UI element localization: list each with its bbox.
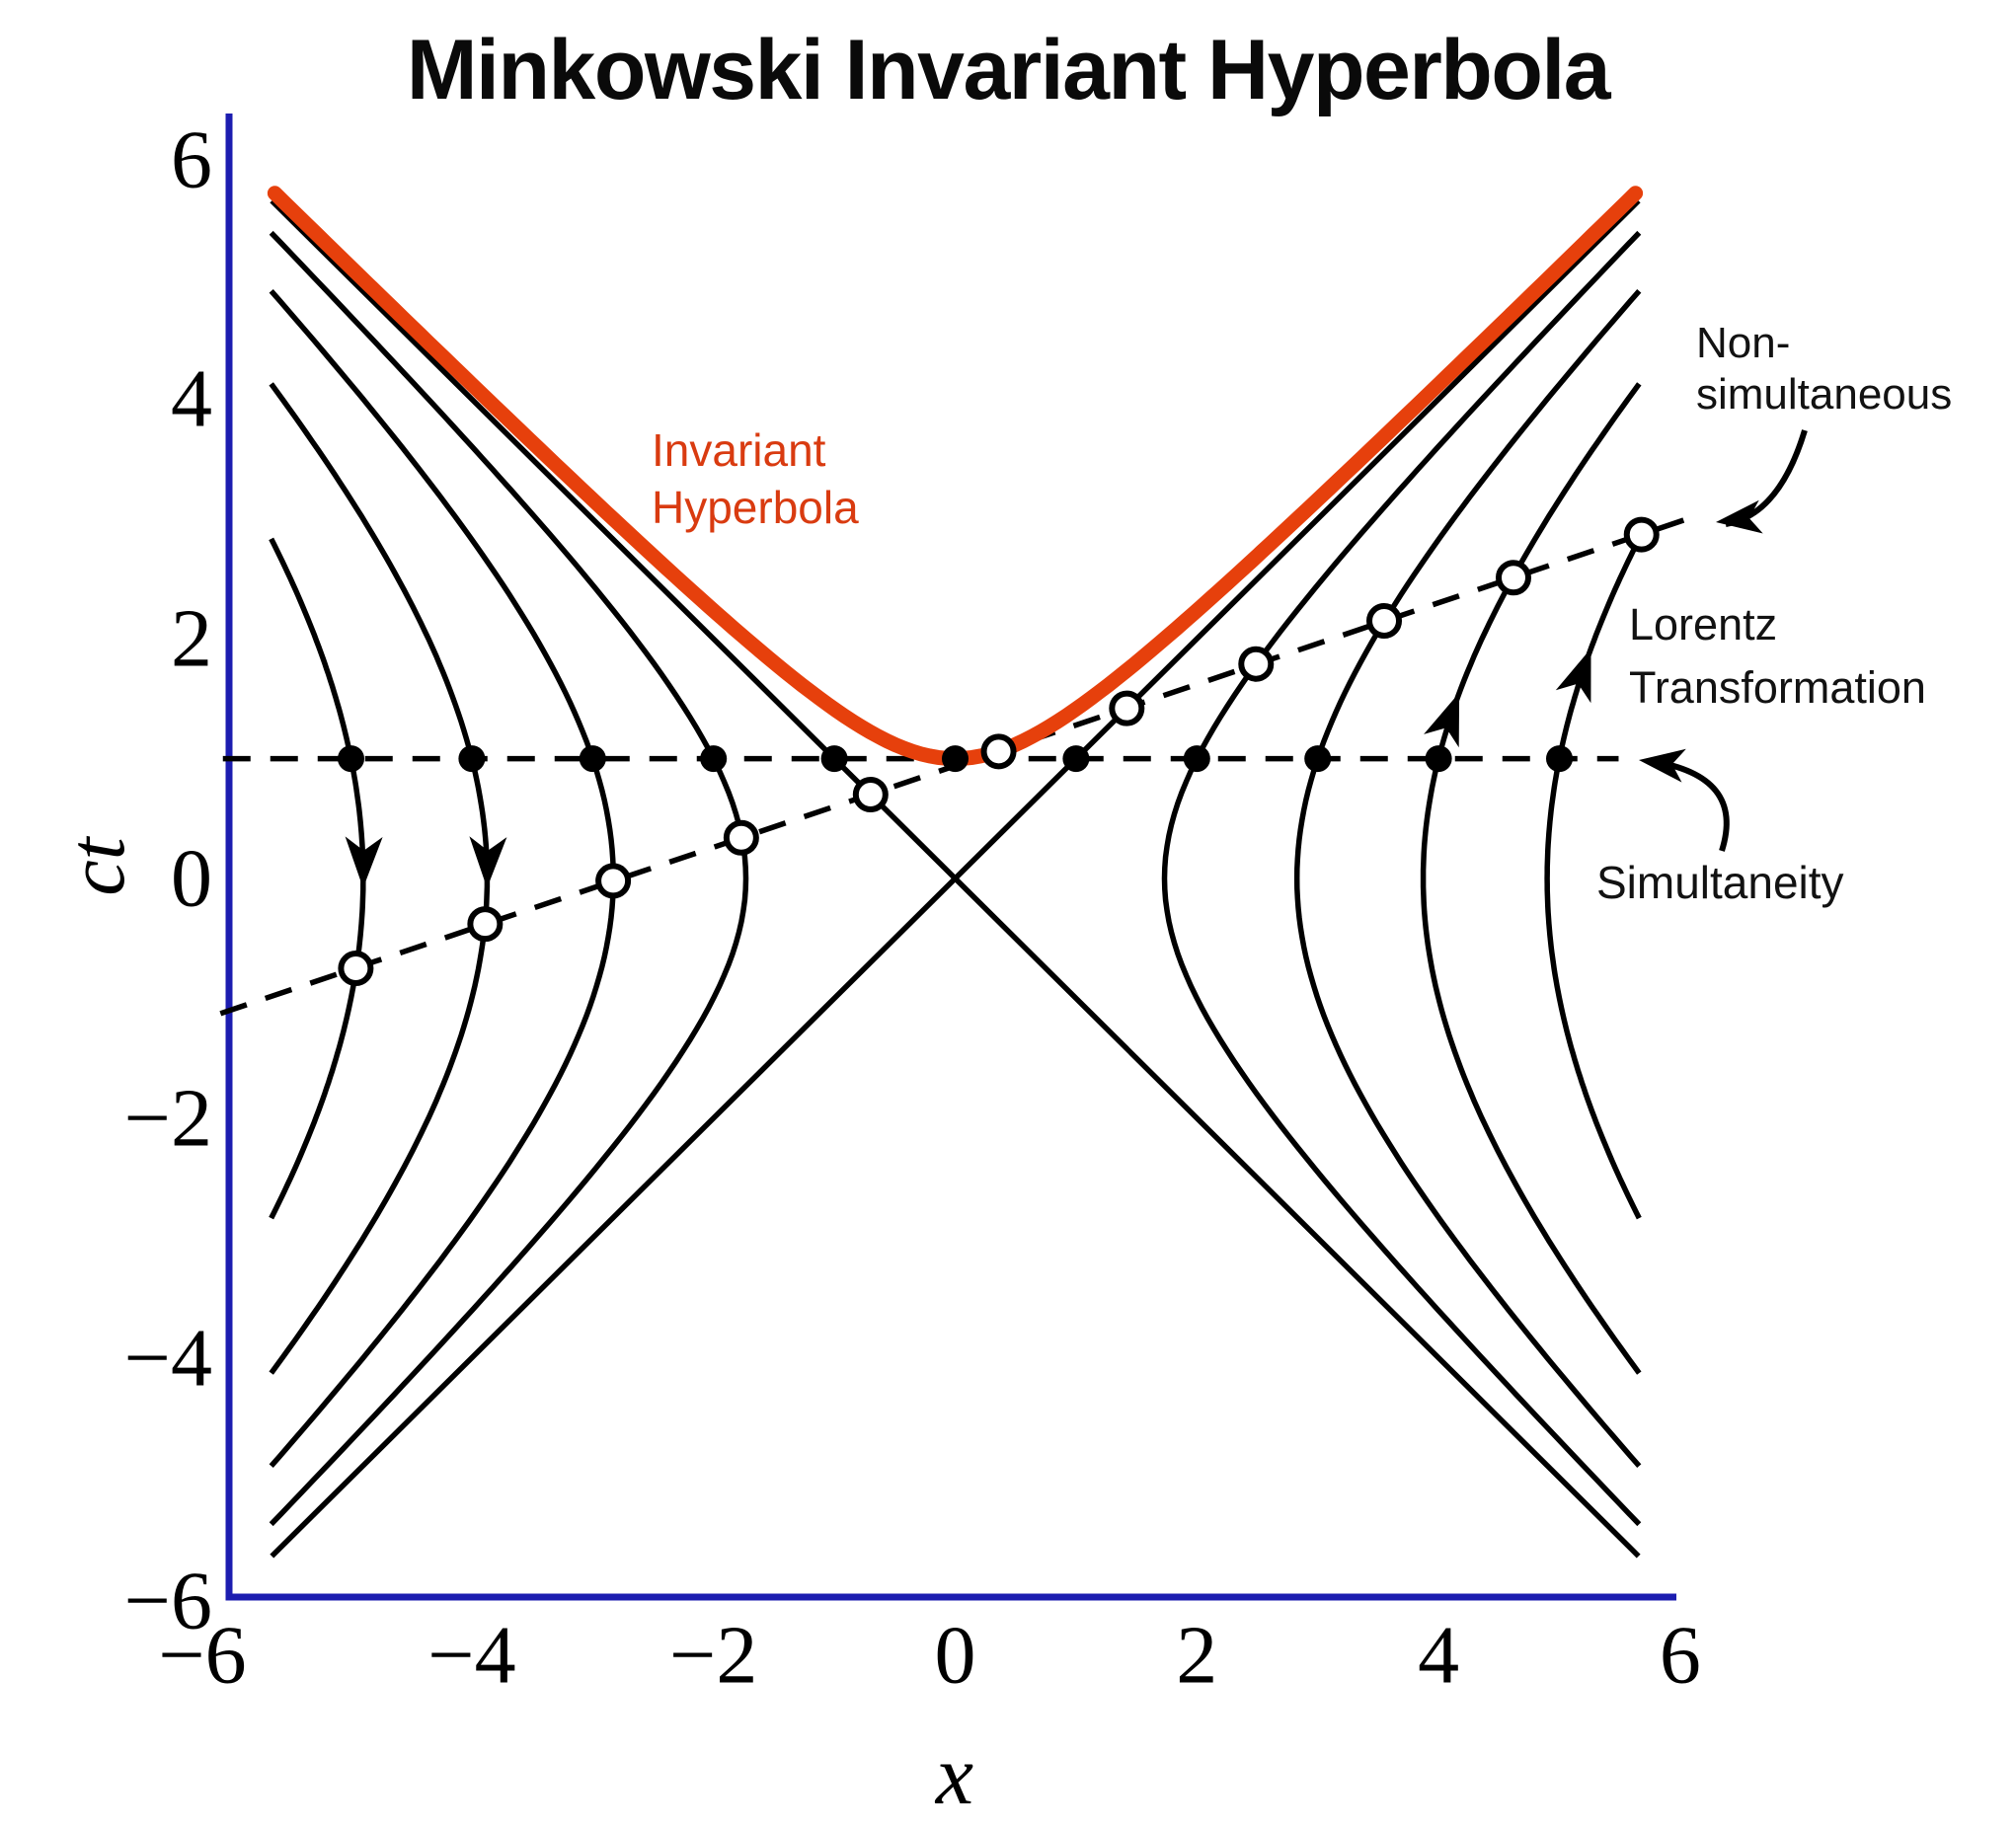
event-dot-x-4 — [458, 745, 486, 773]
non-simultaneous-arrow-curve — [1725, 429, 1808, 527]
flow-arrowhead-up-2 — [1424, 692, 1460, 748]
simultaneity-label: Simultaneity — [1596, 855, 1844, 910]
event-dot-x-2 — [700, 745, 728, 773]
hyperbola-right-c3 — [1161, 230, 1642, 1527]
boosted-event-circle-10 — [1623, 516, 1660, 553]
x-tick-label-−4: −4 — [427, 1609, 516, 1702]
event-dot-x3 — [1304, 745, 1332, 773]
event-dot-x5 — [1546, 745, 1573, 773]
flow-arrowhead-up-3 — [1555, 648, 1591, 704]
y-tick-label-0: 0 — [171, 832, 212, 925]
flow-arrowhead-down-1 — [469, 836, 507, 888]
boosted-event-circle-4 — [852, 777, 889, 813]
simultaneity-arrow-curve — [1650, 758, 1730, 852]
simultaneity-label-line-1: Simultaneity — [1596, 857, 1844, 908]
event-dot-x1 — [1062, 745, 1090, 773]
non-simultaneous-arrowhead — [1716, 499, 1763, 534]
x-tick-label-−6: −6 — [158, 1609, 247, 1702]
lightcone-line-negative — [270, 198, 1641, 1559]
x-axis-label: x — [935, 1727, 974, 1822]
boosted-event-circle-7 — [1238, 646, 1275, 682]
lorentz-label-line-2: Transformation — [1629, 662, 1926, 713]
y-tick-label-−6: −6 — [123, 1555, 212, 1647]
x-tick-label-6: 6 — [1659, 1609, 1701, 1702]
y-tick-label-4: 4 — [171, 352, 212, 445]
y-tick-label-−4: −4 — [123, 1312, 212, 1405]
event-dot-x4 — [1425, 745, 1452, 773]
event-dot-x-3 — [579, 745, 606, 773]
boosted-event-circle-5 — [980, 733, 1017, 770]
hyperbola-left-c24 — [269, 537, 366, 1220]
x-tick-label-4: 4 — [1418, 1609, 1460, 1702]
axes-frame — [225, 114, 1676, 1601]
boosted-event-circle-9 — [1495, 560, 1531, 596]
y-axis-label: ct — [51, 837, 141, 896]
invariant-label-line-2: Hyperbola — [652, 482, 859, 533]
non-simultaneous-label-line-1: Non- — [1696, 319, 1791, 367]
chart-title: Minkowski Invariant Hyperbola — [406, 23, 1611, 117]
hyperbola-left-c3 — [269, 230, 749, 1527]
flow-arrowhead-down-0 — [345, 836, 383, 888]
non-simultaneous-label: Non-simultaneous — [1696, 318, 1952, 420]
boosted-event-circle-6 — [1109, 690, 1145, 726]
hyperbola-right-c15 — [1420, 382, 1642, 1375]
invariant-label-line-1: Invariant — [652, 424, 826, 476]
boosted-event-circle-8 — [1366, 602, 1403, 639]
event-dot-x2 — [1183, 745, 1210, 773]
y-tick-label-6: 6 — [171, 114, 212, 206]
event-dot-x-5 — [338, 745, 364, 773]
non-simultaneous-label-line-2: simultaneous — [1696, 370, 1953, 419]
y-tick-label-−2: −2 — [123, 1072, 212, 1165]
x-tick-label-−2: −2 — [669, 1609, 758, 1702]
invariant-hyperbola-label: Invariant Hyperbola — [652, 421, 859, 536]
invariant-hyperbola-curve — [267, 186, 1644, 767]
lorentz-transformation-label: Lorentz Transformation — [1629, 593, 1926, 720]
y-tick-label-2: 2 — [171, 592, 212, 685]
event-dot-x-1 — [820, 745, 848, 773]
boosted-event-circle-1 — [467, 906, 504, 943]
hyperbola-right-c8 — [1293, 288, 1642, 1469]
hyperbola-left-c15 — [269, 382, 491, 1375]
x-tick-label-2: 2 — [1176, 1609, 1218, 1702]
x-tick-label-0: 0 — [934, 1609, 976, 1702]
boosted-event-circle-0 — [338, 951, 374, 987]
event-dot-x0 — [942, 745, 969, 773]
boosted-event-circle-3 — [723, 819, 759, 856]
simultaneity-arrowhead — [1639, 748, 1686, 783]
lorentz-label-line-1: Lorentz — [1629, 599, 1778, 649]
boosted-event-circle-2 — [595, 863, 632, 899]
